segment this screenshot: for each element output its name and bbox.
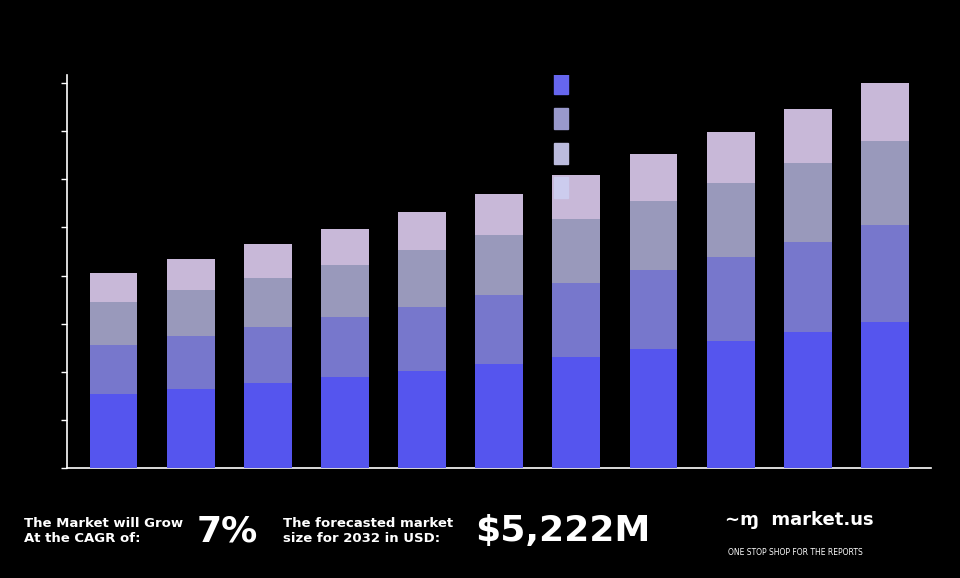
FancyBboxPatch shape [554, 143, 568, 164]
Bar [707, 340, 755, 468]
Bar [552, 357, 600, 468]
Bar [89, 273, 137, 302]
Text: The Market will Grow
At the CAGR of:: The Market will Grow At the CAGR of: [24, 517, 183, 546]
Bar [861, 140, 909, 225]
Bar [244, 383, 292, 468]
Bar [784, 162, 831, 242]
FancyBboxPatch shape [554, 108, 568, 129]
FancyBboxPatch shape [554, 73, 568, 94]
Bar [398, 212, 446, 250]
Bar [244, 244, 292, 278]
Bar [244, 278, 292, 327]
Bar [552, 283, 600, 357]
Text: 7%: 7% [197, 514, 258, 549]
Bar [784, 109, 831, 162]
Text: Global Biopsy Devices Market: Global Biopsy Devices Market [22, 36, 487, 65]
Bar [630, 201, 678, 271]
Bar [630, 271, 678, 349]
Bar [167, 388, 214, 468]
Bar [398, 250, 446, 307]
Bar [552, 175, 600, 218]
FancyBboxPatch shape [554, 177, 568, 198]
Bar [861, 225, 909, 322]
Bar [244, 327, 292, 383]
Bar [89, 345, 137, 394]
Bar [861, 83, 909, 140]
Bar [552, 218, 600, 283]
Bar [707, 183, 755, 257]
Text: ∼ɱ  market.us: ∼ɱ market.us [725, 511, 874, 529]
Bar [167, 259, 214, 290]
Bar [630, 154, 678, 201]
Bar [707, 132, 755, 183]
Bar [89, 394, 137, 468]
Bar [321, 377, 369, 468]
Bar [475, 235, 523, 295]
Text: The forecasted market
size for 2032 in USD:: The forecasted market size for 2032 in U… [283, 517, 453, 546]
Bar [321, 228, 369, 265]
Bar [398, 370, 446, 468]
Bar [398, 307, 446, 370]
Bar [321, 265, 369, 317]
Bar [707, 257, 755, 340]
Bar [475, 364, 523, 468]
Text: $5,222M: $5,222M [475, 514, 651, 549]
Bar [167, 336, 214, 388]
Bar [784, 242, 831, 332]
Bar [630, 349, 678, 468]
Text: ONE STOP SHOP FOR THE REPORTS: ONE STOP SHOP FOR THE REPORTS [728, 549, 862, 557]
Bar [89, 302, 137, 345]
Bar [475, 295, 523, 364]
Bar [784, 332, 831, 468]
Bar [475, 194, 523, 235]
Bar [321, 317, 369, 377]
Bar [861, 322, 909, 468]
Bar [167, 290, 214, 336]
